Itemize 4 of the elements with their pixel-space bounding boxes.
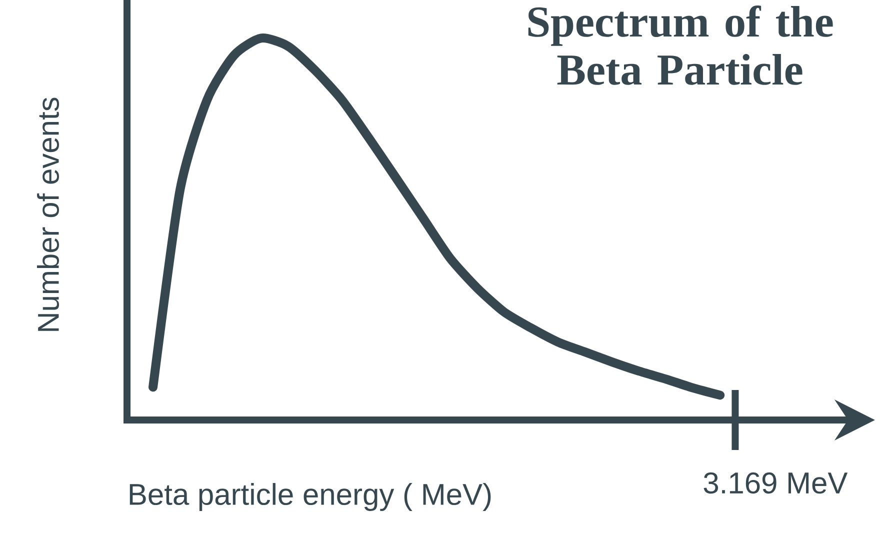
chart-title: Spectrum of the Beta Particle	[528, 6, 833, 85]
x-axis-title: Beta particle energy ( MeV)	[130, 483, 491, 511]
y-axis-title: Number of events	[36, 98, 60, 331]
text: 3.169 MeV	[704, 472, 848, 494]
